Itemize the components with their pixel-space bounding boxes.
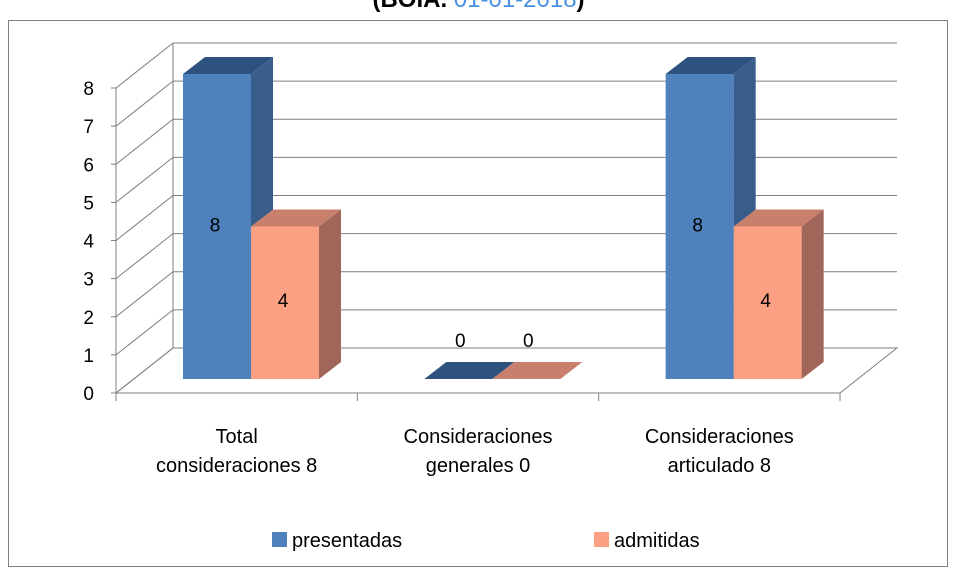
axes: 0 1 2 3 4 5 6 7 8 bbox=[83, 79, 841, 405]
category-label: generales 0 bbox=[426, 455, 531, 477]
title-suffix: ) bbox=[577, 0, 585, 13]
legend-swatch-admitidas bbox=[594, 532, 609, 547]
bar-top-presentadas bbox=[665, 57, 756, 74]
bar-admitidas bbox=[733, 226, 802, 379]
data-label: 0 bbox=[455, 331, 466, 352]
bar-presentadas bbox=[665, 74, 734, 379]
bar-top-presentadas bbox=[424, 362, 515, 379]
y-tick-label: 8 bbox=[83, 79, 94, 100]
data-label: 4 bbox=[760, 291, 771, 312]
side-wall-gridline bbox=[115, 80, 174, 127]
bar-top-admitidas bbox=[492, 362, 583, 379]
side-wall-gridline bbox=[115, 271, 174, 318]
bar-admitidas bbox=[251, 226, 319, 379]
y-tick-label: 5 bbox=[83, 193, 94, 214]
side-wall-gridline bbox=[115, 42, 174, 89]
side-wall-gridline bbox=[115, 309, 174, 356]
side-wall-gridline bbox=[115, 118, 174, 165]
legend-label-admitidas: admitidas bbox=[614, 530, 700, 552]
y-tick-label: 7 bbox=[83, 117, 94, 138]
data-label: 8 bbox=[210, 216, 221, 237]
y-tick-label: 0 bbox=[83, 384, 94, 405]
chart-title-fragment: (BOIA. 01-01-2018) bbox=[0, 0, 957, 14]
bar-side-admitidas bbox=[319, 209, 341, 379]
category-label: Consideraciones bbox=[645, 426, 794, 448]
title-date-link[interactable]: 01-01-2018 bbox=[454, 0, 577, 13]
y-tick-label: 3 bbox=[83, 270, 94, 291]
legend-label-presentadas: presentadas bbox=[292, 530, 402, 552]
category-label: Total bbox=[216, 426, 258, 448]
bar-presentadas bbox=[183, 74, 251, 379]
y-tick-label: 6 bbox=[83, 155, 94, 176]
legend-swatch-presentadas bbox=[272, 532, 287, 547]
side-wall-gridline bbox=[115, 233, 174, 280]
category-label: articulado 8 bbox=[668, 455, 771, 477]
y-tick-label: 4 bbox=[83, 232, 94, 253]
bar-top-admitidas bbox=[733, 209, 824, 227]
legend: presentadas admitidas bbox=[272, 530, 700, 552]
bars bbox=[183, 57, 824, 379]
title-prefix: (BOIA. bbox=[372, 0, 453, 13]
bar-top-presentadas bbox=[183, 57, 273, 74]
category-label: consideraciones 8 bbox=[156, 455, 317, 477]
y-tick-label: 2 bbox=[83, 308, 94, 329]
category-label: Consideraciones bbox=[404, 426, 553, 448]
data-label: 4 bbox=[278, 291, 289, 312]
labels: 8 4 Total consideraciones 8 0 0 Consideracione… bbox=[156, 216, 794, 478]
side-wall-gridline bbox=[115, 195, 174, 241]
y-tick-label: 1 bbox=[83, 346, 94, 367]
data-label: 8 bbox=[692, 216, 703, 237]
bar-side-admitidas bbox=[801, 209, 824, 379]
bar-top-admitidas bbox=[251, 209, 341, 227]
side-wall-gridline bbox=[115, 156, 174, 203]
data-label: 0 bbox=[523, 331, 534, 352]
